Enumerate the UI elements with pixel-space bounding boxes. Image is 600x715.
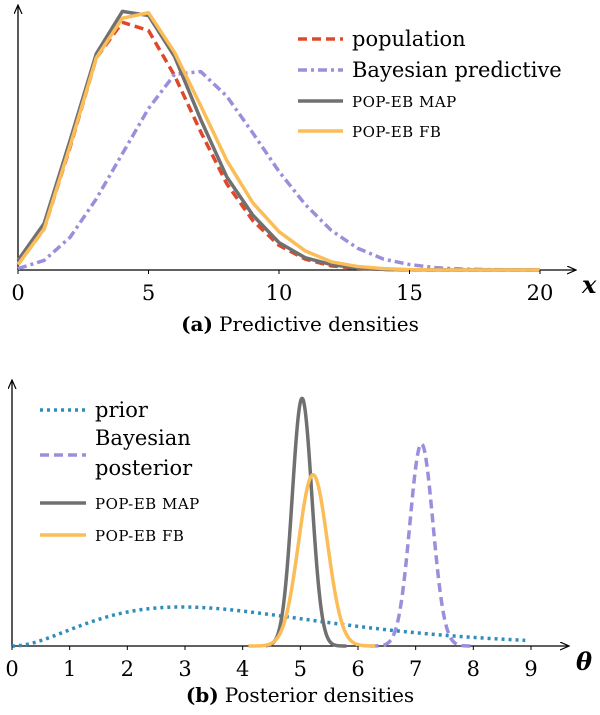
posterior-densities-chart: 0 1 2 3 4 5 6 7 8 9 θ prior Bayesian posterior PO… <box>5 381 592 707</box>
legend-label-pop-eb-map: POP-EB MAP <box>95 495 200 513</box>
legend: population Bayesian predictive POP-EB MA… <box>298 27 562 141</box>
series-group <box>12 398 525 646</box>
x-tick-label: 2 <box>121 657 134 681</box>
legend-label-pop-eb-map: POP-EB MAP <box>352 93 457 111</box>
caption-a: (a) Predictive densities <box>181 312 419 336</box>
caption-b: (b) Posterior densities <box>186 683 414 707</box>
series-line-pop-eb-map <box>266 398 347 646</box>
legend-label-pop-eb-fb: POP-EB FB <box>352 123 441 141</box>
x-axis-label: θ <box>576 647 592 676</box>
legend-label-prior: prior <box>95 398 149 422</box>
caption-text-b: Posterior densities <box>225 683 414 707</box>
x-tick-label: 20 <box>527 281 554 305</box>
x-tick-label: 0 <box>11 281 24 305</box>
x-tick-label: 7 <box>409 657 422 681</box>
x-tick-label: 3 <box>178 657 191 681</box>
x-tick-label: 4 <box>236 657 249 681</box>
x-tick-label: 0 <box>5 657 18 681</box>
predictive-densities-chart: 0 5 10 15 20 x population Bayesian predictiv… <box>11 6 597 336</box>
x-tick-label: 8 <box>467 657 480 681</box>
series-line-bayesian-posterior <box>370 444 474 646</box>
x-tick-label: 10 <box>266 281 293 305</box>
x-tick-label: 6 <box>351 657 364 681</box>
panel-label-a: (a) <box>181 312 213 336</box>
legend-label-bayesian-posterior-line1: Bayesian <box>95 426 191 450</box>
x-tick-label: 15 <box>396 281 423 305</box>
legend-label-pop-eb-fb: POP-EB FB <box>95 527 184 545</box>
panel-label-b: (b) <box>186 683 219 707</box>
caption-text-a: Predictive densities <box>219 312 419 336</box>
legend-label-population: population <box>352 27 466 51</box>
x-axis-label: x <box>581 270 597 299</box>
x-tick-labels: 0 5 10 15 20 <box>11 270 553 305</box>
x-tick-labels: 0 1 2 3 4 5 6 7 8 9 <box>5 646 537 681</box>
series-line-prior <box>12 607 525 646</box>
x-tick-label: 9 <box>524 657 537 681</box>
x-tick-label: 5 <box>142 281 155 305</box>
legend: prior Bayesian posterior POP-EB MAP POP-… <box>40 398 200 545</box>
x-tick-label: 1 <box>63 657 76 681</box>
legend-label-bayesian-posterior-line2: posterior <box>95 456 193 480</box>
legend-label-bayesian-predictive: Bayesian predictive <box>352 58 562 82</box>
x-tick-label: 5 <box>294 657 307 681</box>
